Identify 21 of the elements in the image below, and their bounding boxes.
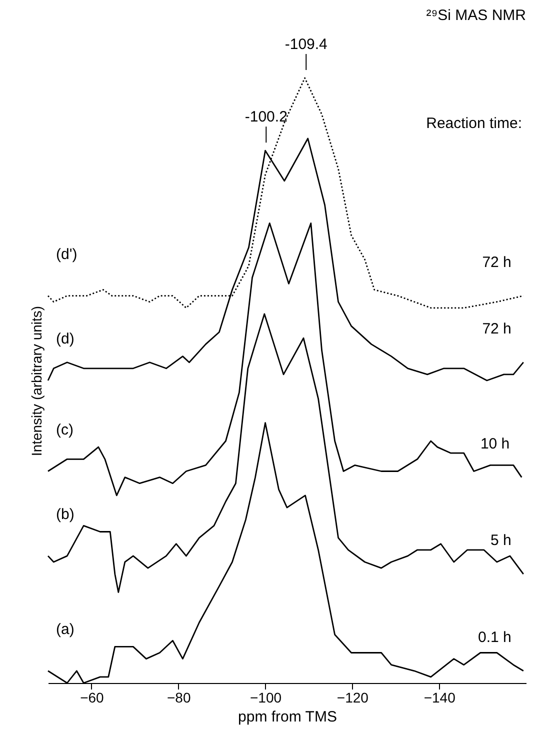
chart-title: ²⁹Si MAS NMR: [426, 7, 526, 24]
annotation: Reaction time:: [426, 115, 522, 132]
y-axis-title: Intensity (arbitrary units): [28, 306, 44, 456]
x-tick-label: −100: [250, 690, 282, 706]
annotation: 72 h: [482, 254, 512, 271]
series-label: (d): [56, 330, 74, 348]
annotation: 5 h: [490, 532, 512, 550]
series-label: (b): [56, 506, 74, 523]
text: (a): [56, 620, 74, 638]
x-tick-label: −140: [424, 690, 456, 706]
x-tick-label: −80: [166, 690, 191, 706]
x-tick-label: −60: [80, 690, 104, 706]
text: (d'): [56, 246, 78, 263]
annotation: 0.1 h: [478, 628, 512, 646]
annotation: 72 h: [482, 320, 512, 338]
annotation: 10 h: [480, 435, 510, 452]
x-tick-label: −120: [336, 690, 369, 706]
annotation: -100.2: [244, 108, 288, 126]
annotation: -109.4: [284, 36, 328, 53]
x-axis-title: ppm from TMS: [238, 708, 337, 726]
series-label: (c): [56, 421, 74, 438]
